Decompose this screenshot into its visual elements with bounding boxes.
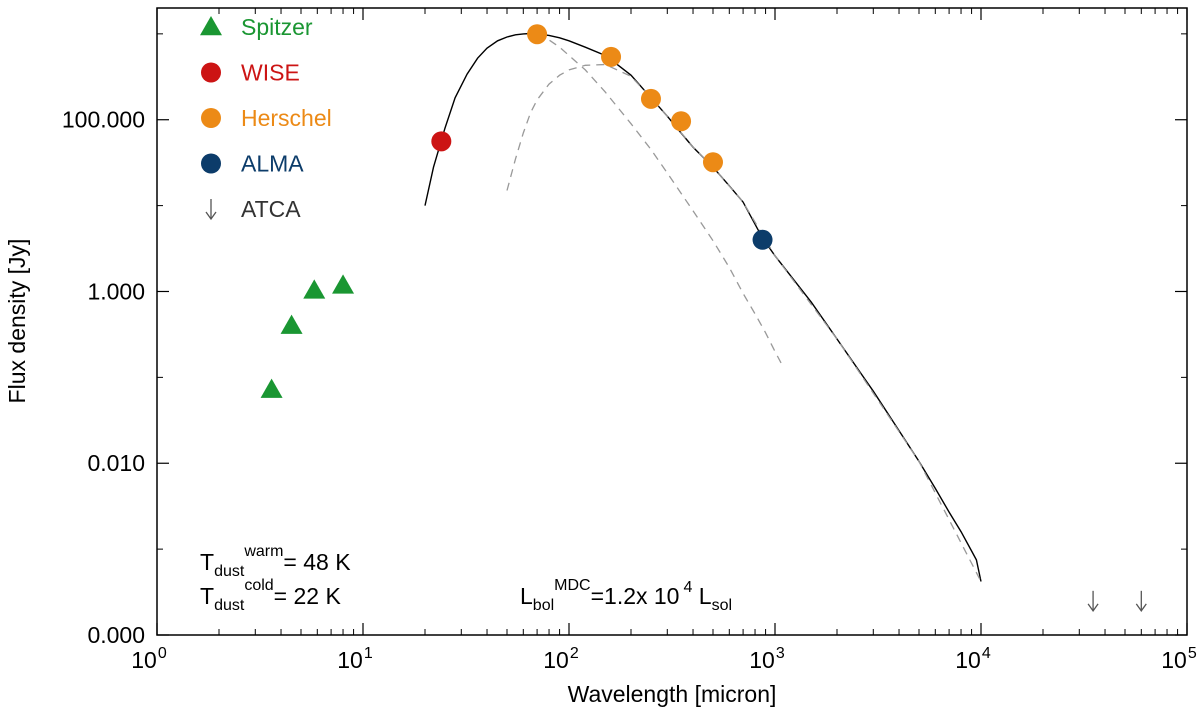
x-tick-label: 100	[131, 645, 167, 673]
x-tick-label: 102	[543, 645, 579, 673]
legend-marker-wise	[201, 62, 221, 83]
axis-ticks: 100 101 102 103 104 105 0.000 0.010 1.000 100.000	[62, 8, 1197, 673]
legend-label-spitzer: Spitzer	[241, 14, 313, 40]
legend-marker-herschel	[201, 108, 221, 128]
atca-point	[1135, 590, 1147, 612]
t-warm-annotation: Tdustwarm= 48 K	[200, 543, 351, 580]
herschel-point	[601, 46, 622, 67]
total-sed-curve	[424, 32, 982, 582]
x-axis-label: Wavelength [micron]	[568, 681, 777, 707]
x-tick-label: 104	[955, 645, 991, 673]
svg-text:Tdustwarm= 48 K: Tdustwarm= 48 K	[200, 543, 351, 580]
wise-point	[431, 131, 452, 152]
y-tick-label: 100.000	[62, 107, 145, 133]
data-points	[260, 24, 1147, 612]
spitzer-point	[260, 378, 283, 398]
x-tick-label: 105	[1161, 645, 1197, 673]
herschel-point	[671, 111, 692, 132]
y-tick-label: 0.000	[87, 622, 145, 648]
y-tick-label: 1.000	[87, 278, 145, 304]
x-tick-label: 103	[749, 645, 785, 673]
y-tick-label: 0.010	[87, 450, 145, 476]
legend-label-atca: ATCA	[241, 196, 301, 222]
spitzer-point	[280, 314, 303, 334]
spitzer-point	[332, 274, 355, 294]
legend-marker-atca	[205, 199, 217, 221]
warm-component-curve	[536, 33, 785, 368]
herschel-point	[702, 152, 723, 173]
t-cold-annotation: Tdustcold= 22 K	[200, 577, 341, 614]
alma-point	[752, 229, 773, 250]
spitzer-point	[303, 279, 326, 299]
atca-point	[1087, 590, 1099, 612]
legend: Spitzer WISE Herschel ALMA ATCA	[200, 14, 332, 222]
legend-label-wise: WISE	[241, 60, 300, 86]
herschel-point	[640, 88, 661, 109]
legend-label-herschel: Herschel	[241, 105, 332, 131]
plot-frame	[156, 7, 1188, 636]
y-axis-label: Flux density [Jy]	[4, 239, 30, 404]
lbol-annotation: LbolMDC=1.2x 10 4 Lsol	[520, 577, 732, 614]
svg-text:Tdustcold= 22 K: Tdustcold= 22 K	[200, 577, 341, 614]
legend-marker-spitzer	[200, 16, 222, 36]
cold-component-curve	[506, 63, 982, 582]
x-tick-label: 101	[337, 645, 373, 673]
herschel-point	[527, 24, 548, 45]
legend-marker-alma	[201, 153, 221, 174]
legend-label-alma: ALMA	[241, 151, 304, 177]
model-curves	[424, 32, 982, 582]
svg-text:LbolMDC=1.2x 104 Lsol: LbolMDC=1.2x 10 4 Lsol	[520, 577, 732, 614]
